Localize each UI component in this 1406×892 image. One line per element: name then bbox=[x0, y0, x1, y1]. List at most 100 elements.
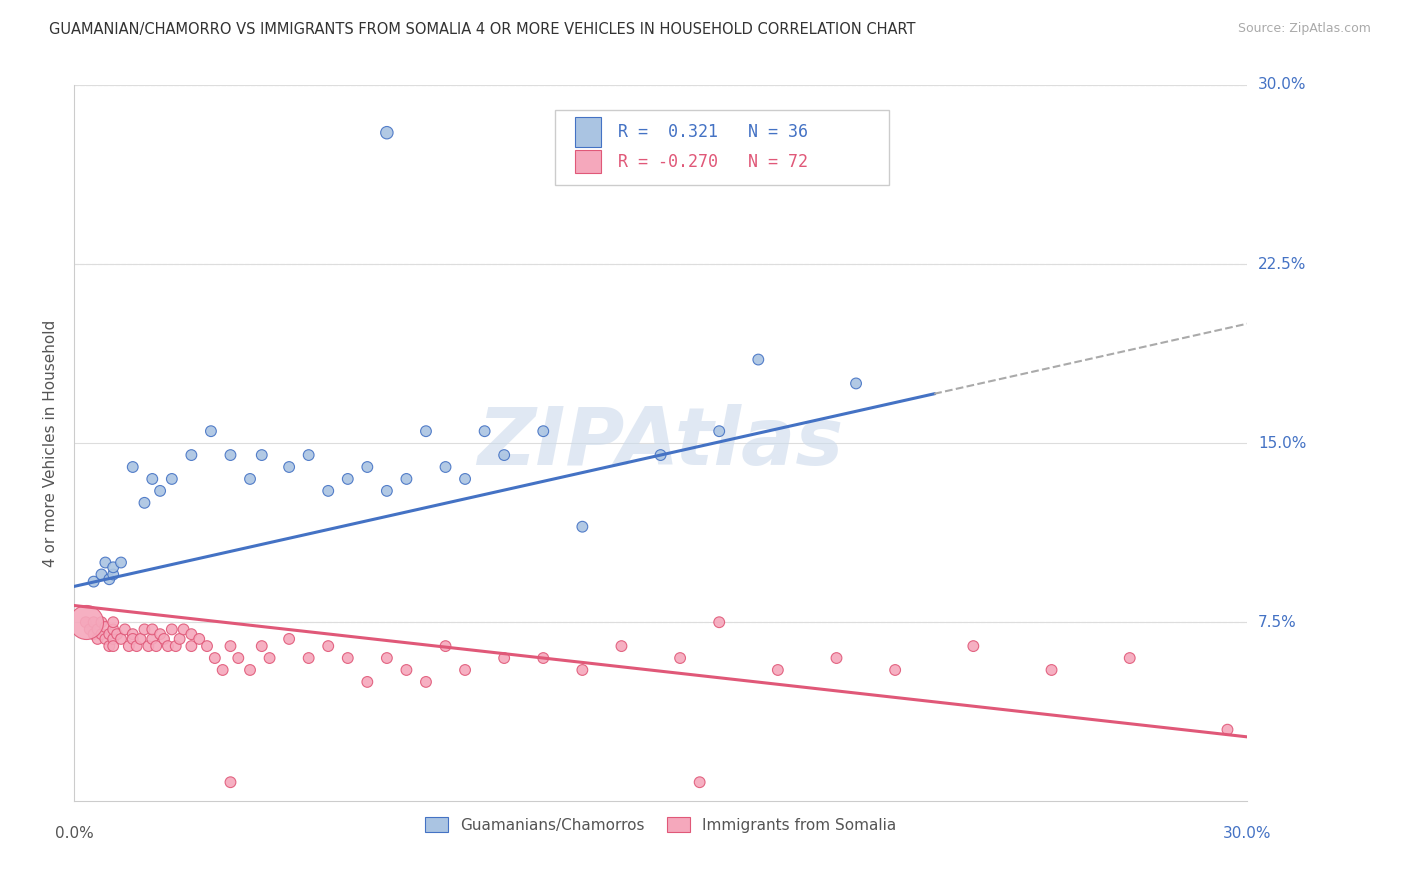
Point bbox=[571, 519, 593, 533]
Point bbox=[180, 639, 202, 653]
Point bbox=[454, 472, 477, 486]
Point bbox=[766, 663, 789, 677]
Point bbox=[219, 448, 242, 462]
FancyBboxPatch shape bbox=[575, 150, 600, 173]
Point bbox=[125, 639, 148, 653]
Point bbox=[90, 627, 112, 641]
Point bbox=[434, 460, 457, 475]
Point bbox=[75, 615, 97, 630]
Point bbox=[103, 560, 125, 574]
Point bbox=[103, 623, 125, 637]
Point bbox=[494, 448, 516, 462]
Point bbox=[105, 627, 128, 641]
Point bbox=[278, 632, 301, 646]
Point bbox=[226, 651, 249, 665]
Point bbox=[145, 639, 167, 653]
Point bbox=[494, 651, 516, 665]
Point bbox=[134, 623, 156, 637]
Point bbox=[160, 472, 183, 486]
FancyBboxPatch shape bbox=[555, 110, 889, 186]
Point bbox=[160, 623, 183, 637]
Point bbox=[141, 472, 163, 486]
FancyBboxPatch shape bbox=[575, 117, 600, 147]
Point bbox=[141, 632, 163, 646]
Point bbox=[316, 639, 339, 653]
Point bbox=[180, 448, 202, 462]
Point bbox=[129, 632, 152, 646]
Point bbox=[114, 623, 136, 637]
Point bbox=[415, 674, 437, 689]
Point bbox=[98, 627, 121, 641]
Point bbox=[173, 623, 195, 637]
Text: 7.5%: 7.5% bbox=[1258, 615, 1296, 630]
Point bbox=[689, 775, 711, 789]
Point bbox=[156, 639, 179, 653]
Point bbox=[103, 632, 125, 646]
Point bbox=[250, 448, 273, 462]
Point bbox=[298, 448, 321, 462]
Point bbox=[747, 352, 769, 367]
Point bbox=[110, 556, 132, 570]
Point bbox=[86, 632, 108, 646]
Point bbox=[211, 663, 233, 677]
Point bbox=[75, 615, 97, 630]
Point bbox=[180, 627, 202, 641]
Point bbox=[845, 376, 868, 391]
Point bbox=[356, 460, 378, 475]
Point bbox=[103, 639, 125, 653]
Text: 30.0%: 30.0% bbox=[1223, 826, 1271, 841]
Point bbox=[375, 483, 398, 498]
Point bbox=[134, 496, 156, 510]
Text: ZIPAtlas: ZIPAtlas bbox=[478, 404, 844, 483]
Point bbox=[138, 639, 160, 653]
Point bbox=[121, 632, 143, 646]
Point bbox=[336, 472, 359, 486]
Point bbox=[94, 556, 117, 570]
Point bbox=[110, 632, 132, 646]
Point bbox=[669, 651, 692, 665]
Point bbox=[962, 639, 984, 653]
Point bbox=[1040, 663, 1063, 677]
Point bbox=[121, 460, 143, 475]
Legend: Guamanians/Chamorros, Immigrants from Somalia: Guamanians/Chamorros, Immigrants from So… bbox=[418, 809, 904, 840]
Text: 0.0%: 0.0% bbox=[55, 826, 93, 841]
Point bbox=[83, 615, 105, 630]
Point bbox=[571, 663, 593, 677]
Y-axis label: 4 or more Vehicles in Household: 4 or more Vehicles in Household bbox=[44, 319, 58, 566]
Point bbox=[94, 620, 117, 634]
Point bbox=[83, 574, 105, 589]
Point bbox=[454, 663, 477, 677]
Point bbox=[1119, 651, 1142, 665]
Point bbox=[86, 623, 108, 637]
Text: 22.5%: 22.5% bbox=[1258, 257, 1306, 271]
Point bbox=[1216, 723, 1239, 737]
Point bbox=[356, 674, 378, 689]
Point bbox=[336, 651, 359, 665]
Point bbox=[149, 627, 172, 641]
Point bbox=[83, 627, 105, 641]
Point bbox=[239, 663, 262, 677]
Point bbox=[153, 632, 176, 646]
Point bbox=[118, 639, 141, 653]
Point bbox=[204, 651, 226, 665]
Point bbox=[121, 627, 143, 641]
Point bbox=[90, 615, 112, 630]
Text: Source: ZipAtlas.com: Source: ZipAtlas.com bbox=[1237, 22, 1371, 36]
Point bbox=[531, 424, 554, 438]
Point bbox=[709, 424, 731, 438]
Point bbox=[395, 663, 418, 677]
Text: R =  0.321   N = 36: R = 0.321 N = 36 bbox=[619, 123, 808, 141]
Point bbox=[169, 632, 191, 646]
Point bbox=[98, 572, 121, 586]
Point bbox=[298, 651, 321, 665]
Point bbox=[709, 615, 731, 630]
Point bbox=[415, 424, 437, 438]
Text: GUAMANIAN/CHAMORRO VS IMMIGRANTS FROM SOMALIA 4 OR MORE VEHICLES IN HOUSEHOLD CO: GUAMANIAN/CHAMORRO VS IMMIGRANTS FROM SO… bbox=[49, 22, 915, 37]
Point bbox=[165, 639, 187, 653]
Point bbox=[610, 639, 633, 653]
Point bbox=[103, 567, 125, 582]
Point bbox=[195, 639, 218, 653]
Point bbox=[531, 651, 554, 665]
Point bbox=[884, 663, 907, 677]
Point bbox=[316, 483, 339, 498]
